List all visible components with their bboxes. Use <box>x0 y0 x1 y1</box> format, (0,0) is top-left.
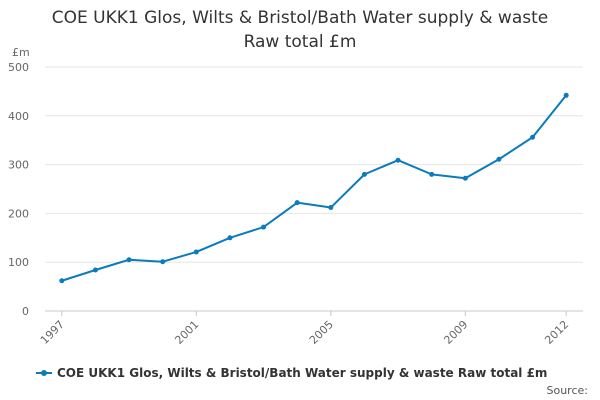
data-point[interactable] <box>193 249 199 255</box>
legend[interactable]: COE UKK1 Glos, Wilts & Bristol/Bath Wate… <box>36 366 547 380</box>
chart-title-line-2: Raw total £m <box>243 32 357 52</box>
data-point[interactable] <box>328 205 334 211</box>
data-point[interactable] <box>160 259 166 265</box>
gridlines <box>45 66 583 312</box>
x-axis-ticks: 1997 2001 2005 2009 2012 <box>38 311 571 347</box>
chart-title: COE UKK1 Glos, Wilts & Bristol/Bath Wate… <box>0 6 600 54</box>
y-tick-label: 0 <box>22 305 29 318</box>
x-tick-label: 1997 <box>38 318 67 347</box>
data-point[interactable] <box>126 257 132 263</box>
y-tick-label: 400 <box>8 110 29 123</box>
chart-title-line-1: COE UKK1 Glos, Wilts & Bristol/Bath Wate… <box>51 8 549 28</box>
y-tick-label: 300 <box>8 159 29 172</box>
data-point[interactable] <box>361 171 367 177</box>
data-point[interactable] <box>92 267 98 273</box>
legend-line-marker-icon <box>36 370 52 376</box>
data-point[interactable] <box>227 235 233 241</box>
y-axis-ticks: 0 100 200 300 400 500 <box>8 61 29 318</box>
data-point[interactable] <box>462 175 468 181</box>
data-point[interactable] <box>496 156 502 162</box>
x-tick-label: 2012 <box>542 318 571 347</box>
data-point[interactable] <box>530 134 536 140</box>
data-point[interactable] <box>395 157 401 163</box>
x-tick-label: 2001 <box>172 318 201 347</box>
x-tick-label: 2005 <box>307 318 336 347</box>
legend-label: COE UKK1 Glos, Wilts & Bristol/Bath Wate… <box>57 366 548 380</box>
y-tick-label: 500 <box>8 61 29 74</box>
x-tick-label: 2009 <box>441 318 470 347</box>
data-point[interactable] <box>59 278 65 284</box>
y-tick-label: 100 <box>8 256 29 269</box>
data-point[interactable] <box>563 92 569 98</box>
y-axis-unit-label: £m <box>12 46 30 59</box>
data-point[interactable] <box>261 224 267 230</box>
series-line <box>61 94 567 282</box>
data-point[interactable] <box>429 171 435 177</box>
y-tick-label: 200 <box>8 207 29 220</box>
series-group <box>59 92 569 284</box>
data-point[interactable] <box>294 200 300 206</box>
source-label: Source: <box>546 384 589 397</box>
